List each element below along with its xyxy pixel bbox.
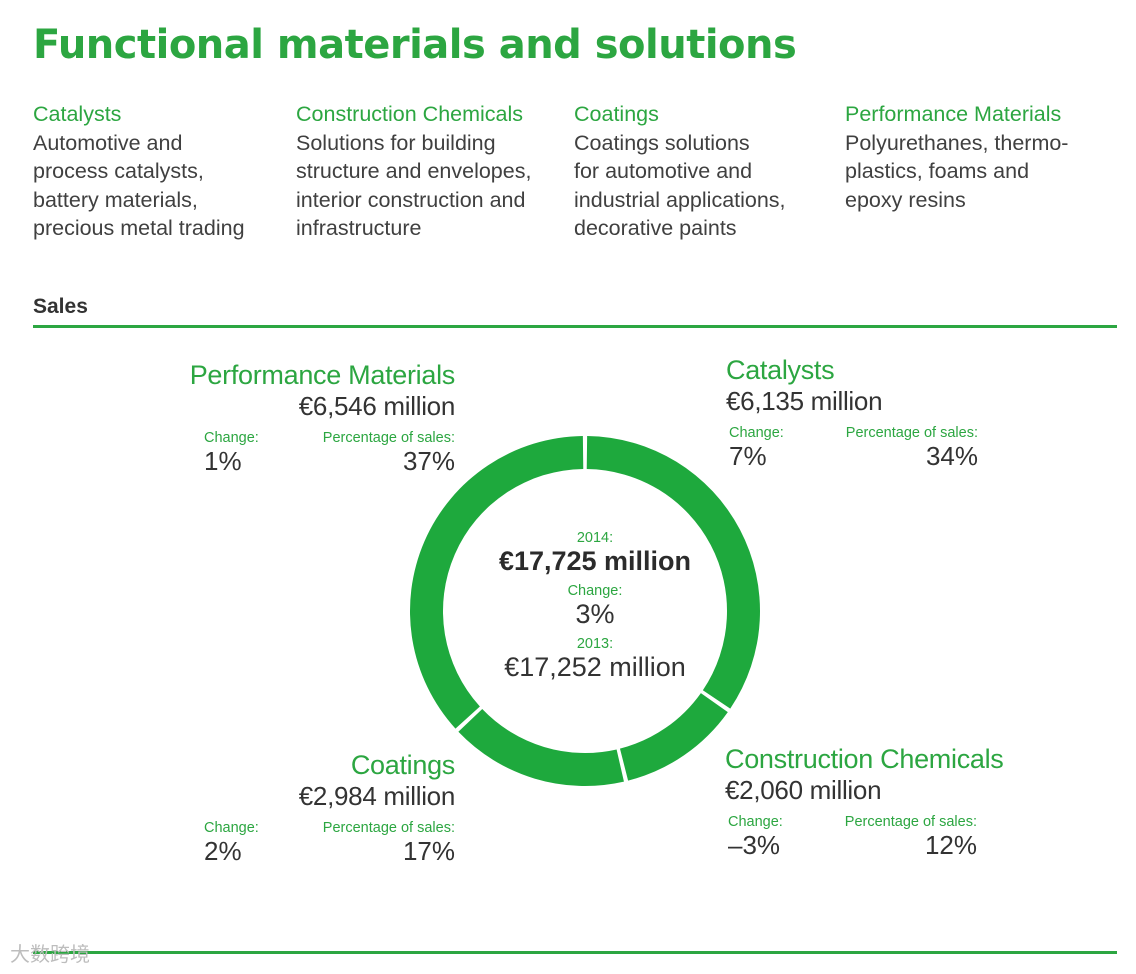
slice-construction-chemicals [619,693,728,781]
segment-construction-chemicals: Construction Chemicals Solutions for bui… [296,100,531,243]
segment-catalysts: Catalysts Automotive and process catalys… [33,100,245,243]
slice-amount: €2,984 million [298,781,456,811]
watermark: 大数跨境 [10,942,90,966]
slice-label-performance-materials: Performance Materials €6,546 million Cha… [178,360,456,490]
slice-catalysts [586,436,760,709]
slice-amount: €6,546 million [298,391,456,421]
slice-name: Catalysts [726,355,835,385]
sales-heading: Sales [33,295,88,318]
change-value: 2% [204,836,242,866]
segment-description: Automotive and process catalysts, batter… [33,130,245,241]
divider-top [33,325,1117,328]
center-change-label: Change: [567,583,623,599]
slice-coatings [458,709,624,786]
share-label: Percentage of sales: [845,425,978,441]
segment-title: Construction Chemicals [296,102,524,126]
share-label: Percentage of sales: [322,820,455,836]
center-total-current: €17,725 million [498,546,692,576]
change-label: Change: [204,820,259,836]
center-year-current-label: 2014: [576,530,614,546]
segment-description: Solutions for building structure and env… [296,130,532,241]
segment-title: Performance Materials [845,102,1062,126]
share-label: Percentage of sales: [844,814,977,830]
change-value: 7% [729,441,767,471]
slice-label-catalysts: Catalysts €6,135 million Change: 7% Perc… [726,355,978,485]
center-change-value: 3% [575,599,615,629]
change-label: Change: [728,814,783,830]
share-value: 37% [402,446,455,476]
share-value: 17% [402,836,455,866]
segment-description: Polyurethanes, thermo- plastics, foams a… [845,130,1069,212]
share-label: Percentage of sales: [322,430,455,446]
divider-bottom [33,951,1117,954]
slice-performance-materials [409,436,584,729]
segment-description: Coatings solutions for automotive and in… [574,130,786,241]
segment-coatings: Coatings Coatings solutions for automoti… [574,100,786,243]
segment-title: Catalysts [33,102,122,126]
change-label: Change: [729,425,784,441]
center-year-prior-label: 2013: [576,636,614,652]
page-title: Functional materials and solutions [33,22,797,68]
slice-name: Performance Materials [189,360,456,390]
share-value: 12% [924,830,977,860]
share-value: 34% [925,441,978,471]
donut-center: 2014: €17,725 million Change: 3% 2013: €… [470,530,720,683]
slice-name: Construction Chemicals [725,744,1004,774]
slice-name: Coatings [350,750,455,780]
slice-label-construction-chemicals: Construction Chemicals €2,060 million Ch… [725,744,1004,874]
slice-label-coatings: Coatings €2,984 million Change: 2% Perce… [178,750,455,880]
slice-amount: €2,060 million [725,775,882,805]
change-label: Change: [204,430,259,446]
center-total-prior: €17,252 million [504,652,686,682]
change-value: –3% [728,830,781,860]
slice-amount: €6,135 million [726,386,883,416]
segment-title: Coatings [574,102,659,126]
segment-performance-materials: Performance Materials Polyurethanes, the… [845,100,1068,214]
change-value: 1% [204,446,242,476]
